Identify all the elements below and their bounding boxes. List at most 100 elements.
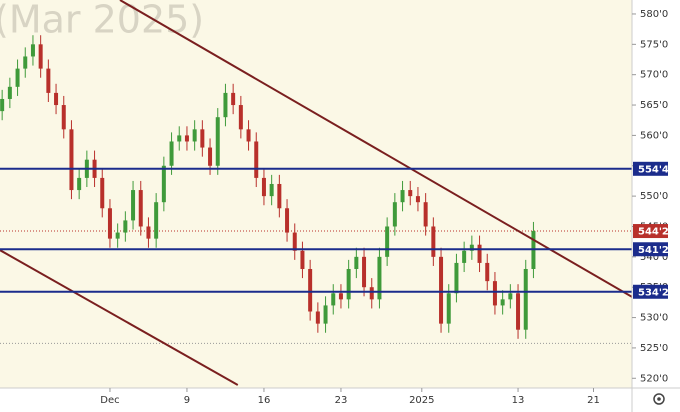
candle-body bbox=[377, 256, 382, 300]
level-label-box bbox=[633, 284, 668, 299]
candle-body bbox=[346, 268, 351, 300]
candle-body bbox=[61, 105, 66, 130]
x-tick-label: Dec bbox=[100, 395, 119, 406]
x-tick-label: 9 bbox=[184, 395, 190, 406]
candle-body bbox=[392, 202, 397, 227]
y-tick-label: 575'0 bbox=[640, 39, 668, 50]
candle-body bbox=[131, 190, 136, 221]
candle-body bbox=[446, 293, 451, 324]
candle-body bbox=[331, 293, 336, 306]
candle-body bbox=[400, 190, 405, 203]
candle-body bbox=[69, 129, 74, 191]
trend-line bbox=[0, 249, 239, 386]
candle-body bbox=[30, 44, 35, 57]
candle-body bbox=[169, 141, 174, 166]
candle-body bbox=[269, 183, 274, 197]
candle-body bbox=[161, 165, 166, 203]
candle-body bbox=[261, 177, 266, 197]
level-label-box bbox=[633, 161, 668, 176]
y-tick-label: 565'0 bbox=[640, 100, 668, 111]
x-tick-label: 21 bbox=[587, 395, 600, 406]
candle-body bbox=[431, 226, 436, 257]
candle-body bbox=[46, 68, 51, 93]
candle-body bbox=[308, 268, 313, 312]
candle-body bbox=[415, 196, 420, 203]
candle-body bbox=[146, 226, 151, 239]
candle-body bbox=[500, 299, 505, 306]
candle-body bbox=[223, 92, 228, 118]
x-tick-label: 2025 bbox=[409, 395, 434, 406]
y-tick-label: 560'0 bbox=[640, 130, 668, 141]
candle-body bbox=[246, 129, 251, 142]
y-tick-label: 540'0 bbox=[640, 252, 668, 263]
candle-body bbox=[369, 287, 374, 300]
candle-body bbox=[0, 98, 5, 112]
candle-body bbox=[200, 129, 205, 148]
x-tick-label: 16 bbox=[258, 395, 271, 406]
y-tick-label: 570'0 bbox=[640, 70, 668, 81]
candle-body bbox=[100, 177, 105, 209]
candle-body bbox=[208, 147, 213, 166]
candle-body bbox=[477, 244, 482, 263]
candle-body bbox=[254, 141, 259, 178]
candle-body bbox=[516, 293, 521, 330]
candle-body bbox=[300, 250, 305, 269]
plot-area bbox=[0, 0, 632, 388]
axis-layer: 580'0575'0570'0565'0560'0555'0550'0545'0… bbox=[100, 9, 669, 406]
candle-body bbox=[408, 190, 413, 197]
candle-body bbox=[184, 135, 189, 142]
candle-body bbox=[323, 305, 328, 324]
y-tick-label: 525'0 bbox=[640, 343, 668, 354]
trend-line bbox=[119, 0, 632, 298]
candle-body bbox=[238, 105, 243, 130]
level-label: 541'2 bbox=[638, 245, 669, 256]
candle-body bbox=[362, 256, 367, 288]
candle-body bbox=[439, 256, 444, 324]
gear-center bbox=[657, 397, 661, 401]
gear-icon[interactable] bbox=[653, 393, 665, 405]
x-tick-label: 13 bbox=[512, 395, 525, 406]
settings-button[interactable] bbox=[653, 393, 665, 405]
last-price-box bbox=[633, 224, 668, 239]
candle-body bbox=[123, 220, 128, 233]
candle-body bbox=[77, 177, 82, 191]
candle-body bbox=[15, 68, 20, 87]
y-tick-label: 580'0 bbox=[640, 9, 668, 20]
last-price-label: 544'2 bbox=[638, 227, 669, 238]
candle-body bbox=[338, 293, 343, 300]
candle-body bbox=[285, 208, 290, 233]
candle-body bbox=[7, 86, 12, 99]
candle-body bbox=[115, 232, 120, 239]
candle-body bbox=[231, 92, 236, 106]
level-label: 534'2 bbox=[638, 287, 669, 298]
candle-body bbox=[485, 262, 490, 282]
candle-body bbox=[292, 232, 297, 251]
candle-body bbox=[138, 190, 143, 227]
candle-body bbox=[469, 244, 474, 251]
level-label-box bbox=[633, 242, 668, 257]
level-label: 554'4 bbox=[638, 164, 669, 175]
candle-body bbox=[462, 250, 467, 263]
candle-body bbox=[38, 44, 43, 69]
plot-layer bbox=[0, 0, 632, 386]
x-tick-label: 23 bbox=[335, 395, 348, 406]
candle-body bbox=[107, 208, 112, 239]
candle-body bbox=[492, 281, 497, 306]
candle-body bbox=[277, 183, 282, 209]
candle-body bbox=[315, 311, 320, 324]
candle-body bbox=[508, 293, 513, 300]
candle-body bbox=[454, 262, 459, 294]
candle-body bbox=[154, 202, 159, 239]
candle-body bbox=[192, 129, 197, 142]
y-tick-label: 530'0 bbox=[640, 313, 668, 324]
candle-body bbox=[54, 92, 59, 106]
candle-body bbox=[177, 135, 182, 142]
watermark: (Mar 2025) bbox=[0, 0, 204, 42]
candle-body bbox=[23, 56, 28, 69]
candle-body bbox=[354, 256, 359, 269]
candle-body bbox=[523, 268, 528, 330]
y-tick-label: 520'0 bbox=[640, 373, 668, 384]
y-tick-label: 550'0 bbox=[640, 191, 668, 202]
candle-body bbox=[215, 117, 220, 166]
